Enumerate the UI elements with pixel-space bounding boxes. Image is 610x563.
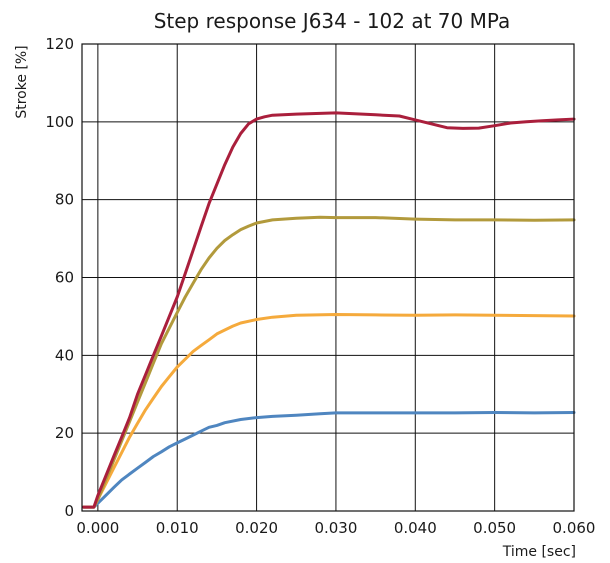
y-tick-label: 40	[55, 346, 74, 364]
y-tick-label: 80	[55, 191, 74, 209]
x-tick-label: 0.050	[473, 519, 516, 537]
x-tick-label: 0.020	[235, 519, 278, 537]
x-tick-label: 0.030	[314, 519, 357, 537]
y-tick-label: 60	[55, 269, 74, 287]
series-line-4	[82, 111, 576, 509]
series-line-1	[82, 411, 576, 509]
x-tick-label: 0.040	[394, 519, 437, 537]
x-tick-label: 0.060	[553, 519, 596, 537]
series-line-3	[82, 215, 576, 509]
y-tick-label: 0	[64, 502, 74, 520]
data-series	[82, 111, 576, 509]
y-axis-label: Stroke [%]	[14, 45, 30, 118]
chart-title: Step response J634 - 102 at 70 MPa	[154, 9, 511, 33]
x-tick-labels: 0.000 0.010 0.020 0.030 0.040 0.050 0.060	[76, 519, 595, 537]
x-tick-label: 0.000	[76, 519, 119, 537]
y-tick-labels: 0 20 40 60 80 100 120	[45, 35, 74, 520]
plot-area-frame	[81, 43, 575, 512]
x-axis-label: Time [sec]	[502, 544, 576, 560]
y-tick-label: 20	[55, 424, 74, 442]
series-line-2	[82, 313, 576, 509]
y-tick-label: 120	[45, 35, 74, 53]
x-tick-label: 0.010	[156, 519, 199, 537]
y-tick-label: 100	[45, 113, 74, 131]
